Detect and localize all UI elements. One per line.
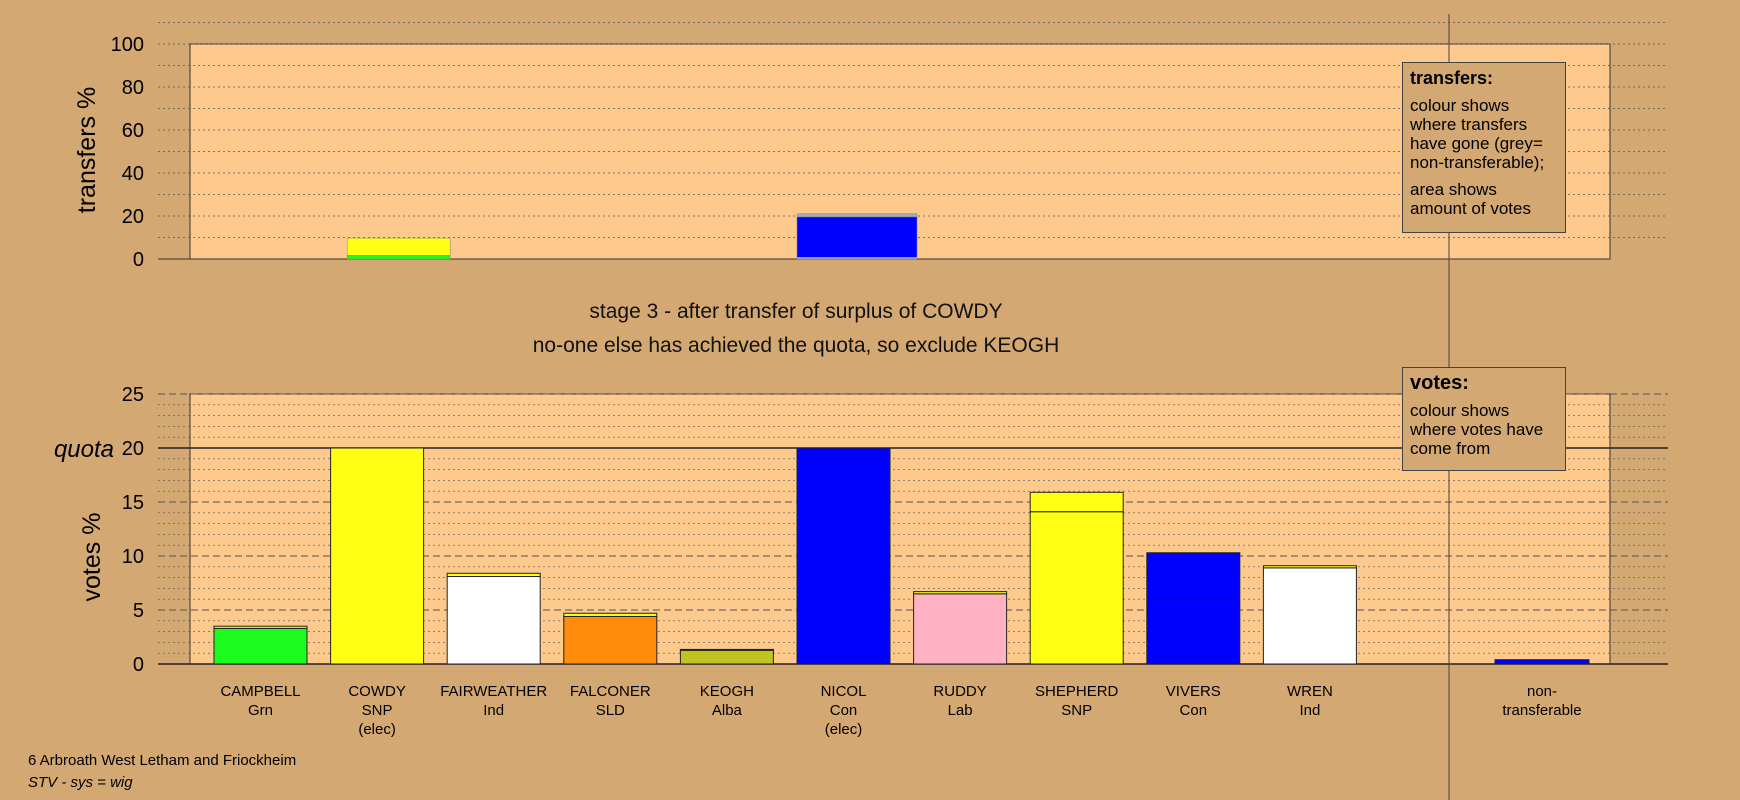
votes-tick-label: 10 — [122, 546, 144, 568]
votes-plot-area — [189, 393, 1611, 665]
votes-tick-label: 25 — [122, 384, 144, 406]
vote-bar-segment — [330, 447, 425, 665]
stage-description: stage 3 - after transfer of surplus of C… — [589, 300, 1003, 323]
transfers-legend-title: transfers: — [1410, 68, 1494, 88]
vote-bar-segment — [913, 593, 1008, 665]
vote-bar-segment — [213, 625, 308, 629]
transfer-bar — [796, 257, 918, 260]
transfers-legend-colour-text: colour shows where transfers have gone (… — [1410, 96, 1545, 172]
candidate-name: FALCONER — [570, 683, 651, 700]
candidate-name: CAMPBELL — [220, 683, 300, 700]
non-transferable-label: non- — [1527, 683, 1557, 700]
transfers-tick-label: 80 — [122, 77, 144, 99]
transfers-tick-label: 40 — [122, 163, 144, 185]
candidate-party: Con — [830, 702, 858, 719]
votes-axis-label: votes % — [78, 513, 106, 602]
vote-bar-segment — [1029, 491, 1124, 513]
transfer-bar — [346, 237, 451, 256]
vote-bar-segment — [913, 591, 1008, 595]
stage-action: no-one else has achieved the quota, so e… — [532, 334, 1060, 357]
candidate-party: Lab — [948, 702, 973, 719]
candidate-name: SHEPHERD — [1035, 683, 1119, 700]
transfer-bar — [796, 213, 918, 218]
candidate-status: (elec) — [825, 721, 863, 738]
vote-bar-segment — [1262, 567, 1357, 665]
votes-tick-label: 15 — [122, 492, 144, 514]
vote-bar-segment — [1029, 511, 1124, 665]
candidate-name: WREN — [1287, 683, 1333, 700]
vote-bar-segment — [563, 615, 658, 665]
candidate-party: SNP — [362, 702, 393, 719]
candidate-name: VIVERS — [1166, 683, 1221, 700]
candidate-name: COWDY — [348, 683, 406, 700]
candidate-party: Ind — [483, 702, 504, 719]
vote-bar-segment — [213, 627, 308, 665]
votes-tick-label: 5 — [133, 600, 144, 622]
transfers-axis-label: transfers % — [73, 87, 101, 213]
transfer-bar — [346, 255, 451, 260]
candidate-party: Alba — [712, 702, 743, 719]
candidate-name: RUDDY — [933, 683, 986, 700]
votes-chart: 0 5 10 15 20 25 quota votes % CAMPBELL Grn COWDY SN… — [54, 384, 1668, 738]
votes-tick-label: 20 — [122, 438, 144, 460]
candidate-name: NICOL — [821, 683, 867, 700]
transfers-chart: 0 20 40 60 80 100 transfers % — [73, 22, 1668, 271]
transfers-tick-label: 100 — [111, 34, 144, 56]
transfers-tick-label: 60 — [122, 120, 144, 142]
votes-tick-label: 0 — [133, 654, 144, 676]
candidate-party: Con — [1180, 702, 1208, 719]
ward-name: 6 Arbroath West Letham and Friockheim — [28, 752, 297, 769]
non-transferable-bar — [1494, 659, 1590, 665]
votes-legend-title: votes: — [1410, 372, 1469, 394]
vote-bar-segment — [563, 612, 658, 617]
transfers-legend: transfers: colour shows where transfers … — [1402, 62, 1566, 233]
vote-bar-segment — [679, 649, 774, 665]
vote-bar-segment — [796, 447, 891, 665]
candidate-party: SNP — [1061, 702, 1092, 719]
counting-system: STV - sys = wig — [28, 774, 133, 791]
non-transferable-label: transferable — [1502, 702, 1581, 719]
transfer-bar — [796, 216, 918, 258]
transfers-tick-label: 0 — [133, 249, 144, 271]
candidate-status: (elec) — [358, 721, 396, 738]
vote-bar-segment — [1262, 565, 1357, 569]
votes-legend-colour-text: colour shows where votes have come from — [1410, 401, 1544, 458]
quota-label: quota — [54, 436, 114, 463]
vote-bar-segment — [679, 648, 774, 651]
candidate-party: Ind — [1299, 702, 1320, 719]
candidate-name: KEOGH — [700, 683, 754, 700]
candidate-party: SLD — [596, 702, 625, 719]
vote-bar-segment — [1146, 552, 1241, 602]
candidate-party: Grn — [248, 702, 273, 719]
candidate-name: FAIRWEATHER — [440, 683, 547, 700]
vote-bar-segment — [446, 576, 541, 665]
vote-bar-segment — [446, 572, 541, 578]
transfers-legend-area-text: area shows amount of votes — [1410, 180, 1531, 218]
vote-bar-segment — [1146, 600, 1241, 665]
transfers-tick-label: 20 — [122, 206, 144, 228]
votes-legend: votes: colour shows where votes have com… — [1402, 367, 1566, 471]
